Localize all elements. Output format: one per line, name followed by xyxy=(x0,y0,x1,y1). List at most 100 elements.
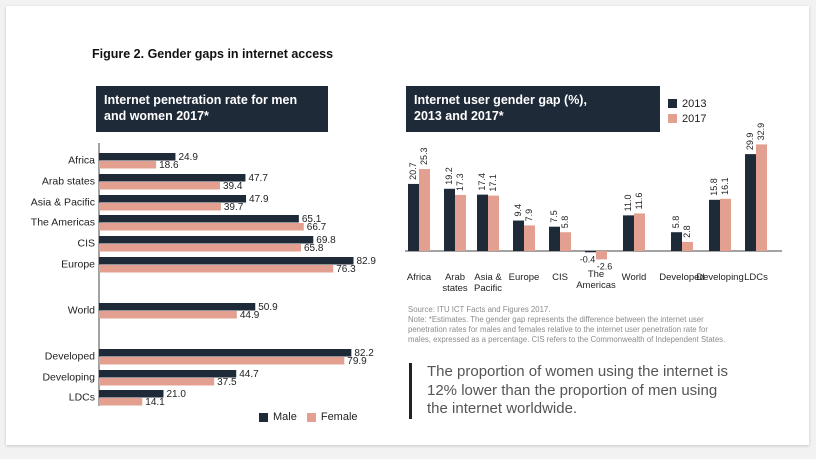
data-label-2013-world: 11.0 xyxy=(623,195,633,212)
bar-2013-developed xyxy=(671,232,682,251)
data-label-2013-arab-states: 19.2 xyxy=(444,167,454,185)
data-label-male-the-americas: 65.1 xyxy=(302,214,322,225)
bar-2017-ldcs xyxy=(756,144,767,251)
data-label-2017-developed: 2.8 xyxy=(682,225,692,238)
data-label-female-world: 44.9 xyxy=(240,310,260,321)
legend-item-2013: 2013 xyxy=(668,96,706,111)
note-line: penetration rates for males and females … xyxy=(408,325,708,334)
category-label-cis: CIS xyxy=(77,238,95,250)
pull-quote-line: 12% lower than the proportion of men usi… xyxy=(427,381,718,399)
category-label-africa: Africa xyxy=(407,272,432,283)
data-label-female-ldcs: 14.1 xyxy=(145,397,165,408)
data-label-2013-developed: 5.8 xyxy=(671,216,681,229)
legend-label-2013: 2013 xyxy=(682,97,707,110)
legend-item-2017: 2017 xyxy=(668,111,706,126)
note-line: males, expressed as a percentage. CIS re… xyxy=(408,335,726,344)
data-label-2013-ldcs: 29.9 xyxy=(745,133,755,151)
data-label-2013-europe: 9.4 xyxy=(513,204,523,217)
bar-male-the-americas xyxy=(99,215,299,223)
bar-female-cis xyxy=(99,244,302,252)
data-label-2013-cis: 7.5 xyxy=(549,210,559,223)
bar-2013-world xyxy=(623,215,634,251)
category-label-the-americas: The Americas xyxy=(31,217,95,229)
bar-male-asia-pacific xyxy=(99,195,247,203)
data-label-male-europe: 82.9 xyxy=(357,256,377,267)
bar-2017-africa xyxy=(419,169,430,251)
data-label-2017-developing: 16.1 xyxy=(720,177,730,195)
data-label-2013-asia-pacific: 17.4 xyxy=(477,173,487,191)
left-chart-title: Internet penetration rate for men and wo… xyxy=(96,86,328,132)
legend-label-female: Female xyxy=(320,411,358,423)
bar-female-ldcs xyxy=(99,398,143,406)
bar-2013-developing xyxy=(709,199,720,251)
data-label-female-asia-pacific: 39.7 xyxy=(224,202,244,213)
source-line: Source: ITU ICT Facts and Figures 2017. xyxy=(408,305,551,314)
legend-swatch-2017 xyxy=(668,114,677,123)
right-chart-title: Internet user gender gap (%), 2013 and 2… xyxy=(406,86,660,132)
legend-item-male: Male xyxy=(259,411,297,423)
category-label-ldcs: LDCs xyxy=(744,272,768,283)
data-label-female-cis: 65.8 xyxy=(304,243,324,254)
note-line: Note: *Estimates. The gender gap represe… xyxy=(408,315,704,324)
category-label-developed: Developed xyxy=(45,351,95,363)
data-label-male-world: 50.9 xyxy=(258,302,278,313)
bar-male-ldcs xyxy=(99,390,164,398)
bar-female-asia-pacific xyxy=(99,203,221,211)
bar-female-developed xyxy=(99,357,345,365)
data-label-male-arab-states: 47.7 xyxy=(248,173,268,184)
data-label-2017-world: 11.6 xyxy=(634,193,644,210)
right-chart-title-line-2: 2013 and 2017* xyxy=(414,109,504,123)
data-label-2017-ldcs: 32.9 xyxy=(756,123,766,141)
category-label-world: World xyxy=(622,272,647,283)
bar-2017-cis xyxy=(560,232,571,251)
category-label-asia-pacific: Pacific xyxy=(474,283,502,294)
category-label-asia-pacific: Asia & Pacific xyxy=(31,197,95,209)
data-label-female-africa: 18.6 xyxy=(159,160,179,171)
data-label-2013-africa: 20.7 xyxy=(408,162,418,180)
bar-female-developing xyxy=(99,378,215,386)
category-label-developed: Developed xyxy=(659,272,704,283)
data-label-2017-africa: 25.3 xyxy=(419,147,429,165)
category-label-ldcs: LDCs xyxy=(69,392,95,404)
bar-female-world xyxy=(99,311,237,319)
data-label-female-developing: 37.5 xyxy=(217,377,237,388)
right-chart-legend: 2013 2017 xyxy=(668,96,706,126)
data-label-2013-developing: 15.8 xyxy=(709,178,719,196)
category-label-europe: Europe xyxy=(509,272,540,283)
bar-2017-the-americas xyxy=(596,251,607,260)
bar-male-arab-states xyxy=(99,174,246,182)
left-chart-title-line-2: and women 2017* xyxy=(104,109,209,123)
data-label-2017-arab-states: 17.3 xyxy=(455,173,465,191)
data-label-2017-cis: 5.8 xyxy=(560,216,570,229)
legend-label-2017: 2017 xyxy=(682,112,707,125)
bar-2017-asia-pacific xyxy=(488,195,499,251)
bar-2017-arab-states xyxy=(455,194,466,251)
left-chart-title-line-1: Internet penetration rate for men xyxy=(104,93,298,107)
data-label-2017-europe: 7.9 xyxy=(524,209,534,222)
bar-2017-world xyxy=(634,213,645,251)
bar-2013-asia-pacific xyxy=(477,194,488,251)
bar-male-cis xyxy=(99,236,314,244)
bar-2013-cis xyxy=(549,226,560,251)
data-label-male-asia-pacific: 47.9 xyxy=(249,194,269,205)
category-label-the-americas: Americas xyxy=(576,280,616,291)
data-label-2013-the-americas: -0.4 xyxy=(580,254,596,264)
bar-female-africa xyxy=(99,161,157,169)
category-label-europe: Europe xyxy=(61,259,95,271)
data-label-female-europe: 76.3 xyxy=(336,264,356,275)
pull-quote-line: the internet worldwide. xyxy=(427,400,578,417)
bar-male-developing xyxy=(99,370,237,378)
left-chart-legend: Male Female xyxy=(259,411,368,423)
data-label-female-the-americas: 66.7 xyxy=(307,222,327,233)
legend-swatch-2013 xyxy=(668,99,677,108)
bar-2013-africa xyxy=(408,183,419,251)
bar-2017-developed xyxy=(682,241,693,251)
right-chart-title-line-1: Internet user gender gap (%), xyxy=(414,93,587,107)
source-note: Source: ITU ICT Facts and Figures 2017. … xyxy=(408,305,773,345)
bar-2017-europe xyxy=(524,225,535,251)
category-label-asia-pacific: Asia & xyxy=(474,272,502,283)
data-label-2017-asia-pacific: 17.1 xyxy=(488,174,498,192)
data-label-male-ldcs: 21.0 xyxy=(166,389,186,400)
category-label-world: World xyxy=(68,305,95,317)
